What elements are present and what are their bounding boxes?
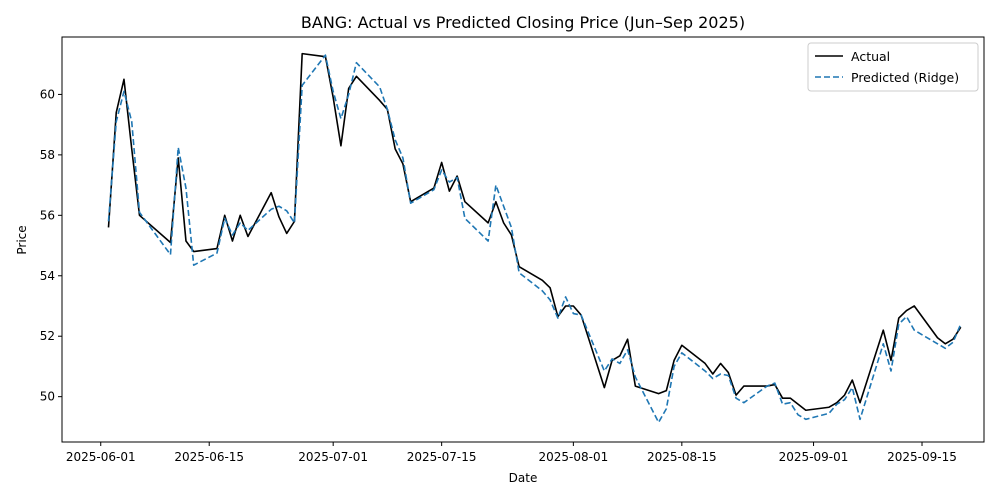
y-axis-label: Price bbox=[15, 225, 29, 254]
x-tick-label: 2025-08-15 bbox=[647, 450, 717, 464]
series-line-actual bbox=[107, 52, 962, 412]
x-tick-label: 2025-09-01 bbox=[779, 450, 849, 464]
y-tick-label: 54 bbox=[40, 269, 55, 283]
x-tick-label: 2025-09-15 bbox=[887, 450, 957, 464]
x-tick-label: 2025-06-15 bbox=[174, 450, 244, 464]
x-tick-label: 2025-06-01 bbox=[66, 450, 136, 464]
y-tick-label: 52 bbox=[40, 329, 55, 343]
x-tick-label: 2025-07-01 bbox=[298, 450, 368, 464]
x-tick-label: 2025-07-15 bbox=[407, 450, 477, 464]
y-tick-label: 50 bbox=[40, 390, 55, 404]
legend-label-actual: Actual bbox=[851, 49, 890, 64]
y-tick-label: 56 bbox=[40, 208, 55, 222]
y-tick-label: 58 bbox=[40, 148, 55, 162]
y-tick-label: 60 bbox=[40, 87, 55, 101]
chart-title: BANG: Actual vs Predicted Closing Price … bbox=[301, 13, 745, 32]
plot-area: 2025-06-01 2025-06-15 2025-07-01 2025-07-15… bbox=[40, 52, 962, 464]
x-tick-label: 2025-08-01 bbox=[538, 450, 608, 464]
legend: Actual Predicted (Ridge) bbox=[807, 42, 979, 92]
x-axis-label: Date bbox=[509, 471, 538, 485]
legend-label-predicted: Predicted (Ridge) bbox=[851, 70, 959, 85]
plot-frame bbox=[61, 36, 985, 443]
legend-box bbox=[807, 42, 979, 92]
series-line-predicted bbox=[107, 54, 962, 424]
